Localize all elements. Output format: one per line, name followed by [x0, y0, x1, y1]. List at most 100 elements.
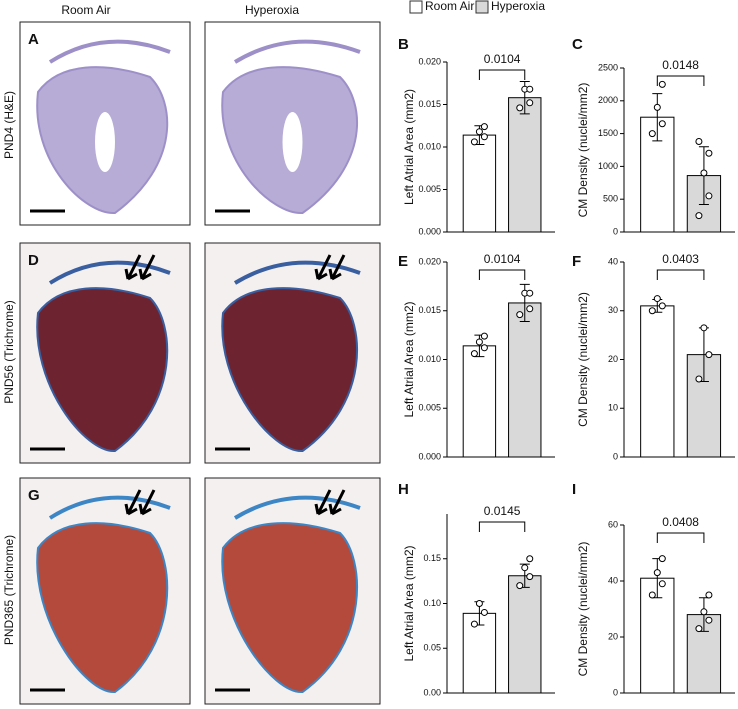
y-axis-label: CM Density (nuclei/mm2)	[576, 542, 590, 677]
y-tick-label: 0.020	[418, 256, 441, 266]
data-point	[700, 324, 708, 332]
data-point	[705, 591, 713, 599]
p-value: 0.0104	[484, 252, 521, 266]
error-bar	[652, 93, 663, 142]
data-point	[521, 564, 529, 572]
y-tick-label: 0.05	[423, 643, 441, 653]
column-header: Hyperoxia	[245, 3, 299, 17]
y-tick-label: 0.000	[418, 226, 441, 236]
p-value: 0.0148	[662, 58, 699, 72]
y-tick-label: 0.015	[418, 99, 441, 109]
y-tick-label: 0	[613, 226, 618, 236]
atrium	[233, 495, 361, 520]
bar	[640, 305, 675, 458]
arrow	[138, 254, 156, 281]
significance-bracket	[656, 269, 705, 280]
data-point	[516, 104, 524, 112]
data-point	[648, 307, 656, 315]
data-point	[695, 137, 703, 145]
atrium	[233, 260, 361, 285]
y-tick-label: 1000	[598, 161, 618, 171]
data-point	[475, 338, 483, 346]
panel-letter: I	[572, 481, 576, 498]
lumen	[95, 112, 115, 172]
y-tick-label: 2000	[598, 95, 618, 105]
significance-bracket	[656, 75, 705, 86]
y-tick-label: 0.10	[423, 598, 441, 608]
lumen	[282, 112, 303, 172]
arrow	[314, 254, 332, 281]
y-axis-label: Left Atrial Area (mm2)	[402, 89, 416, 205]
data-point	[526, 289, 534, 297]
significance-bracket	[478, 269, 526, 280]
y-tick-label: 0.005	[418, 184, 441, 194]
significance-bracket	[478, 521, 526, 532]
y-axis-label: CM Density (nuclei/mm2)	[576, 83, 590, 218]
row-label: PND56 (Trichrome)	[2, 300, 16, 404]
data-point	[705, 351, 713, 359]
y-axis-label: Left Atrial Area (mm2)	[402, 545, 416, 661]
arrow	[328, 254, 346, 281]
heart-section	[36, 287, 169, 453]
data-point	[480, 332, 488, 340]
panel-letter: D	[28, 252, 39, 269]
atrium	[48, 39, 171, 64]
data-point	[658, 555, 666, 563]
y-tick-label: 500	[603, 194, 618, 204]
legend-label: Room Air	[425, 0, 474, 13]
y-tick-label: 0.010	[418, 141, 441, 151]
y-tick-label: 0.010	[418, 354, 441, 364]
y-tick-label: 30	[608, 305, 618, 315]
panel-letter: A	[28, 31, 39, 48]
data-point	[475, 128, 483, 136]
heart-section	[221, 522, 359, 694]
data-point	[480, 133, 488, 141]
data-point	[653, 569, 661, 577]
data-point	[526, 85, 534, 93]
y-tick-label: 0.005	[418, 403, 441, 413]
arrow	[124, 254, 142, 281]
significance-bracket	[656, 532, 705, 543]
atrium	[233, 39, 361, 64]
panel-letter: B	[398, 36, 409, 53]
data-point	[658, 302, 666, 310]
data-point	[526, 305, 534, 313]
data-point	[480, 608, 488, 616]
bar	[462, 134, 497, 233]
y-tick-label: 10	[608, 403, 618, 413]
y-tick-label: 20	[608, 631, 618, 641]
bar	[508, 575, 542, 694]
legend-swatch	[409, 0, 423, 14]
y-axis-label: Left Atrial Area (mm2)	[402, 301, 416, 417]
data-point	[695, 625, 703, 633]
panel-letter: G	[28, 487, 40, 504]
data-point	[648, 591, 656, 599]
arrow	[138, 489, 156, 516]
data-point	[700, 608, 708, 616]
bar	[508, 97, 542, 233]
data-point	[470, 350, 478, 358]
data-point	[475, 600, 483, 607]
data-point	[705, 192, 713, 200]
data-point	[526, 99, 534, 107]
arrow	[328, 489, 346, 516]
data-point	[516, 582, 524, 590]
data-point	[526, 573, 534, 581]
y-tick-label: 0.000	[418, 451, 441, 461]
panel-letter: F	[572, 253, 581, 270]
heart-section	[36, 522, 169, 694]
p-value: 0.0145	[484, 504, 521, 518]
data-point	[658, 120, 666, 128]
y-tick-label: 20	[608, 354, 618, 364]
data-point	[658, 580, 666, 588]
significance-bracket	[478, 69, 526, 80]
y-tick-label: 0	[613, 451, 618, 461]
panel-letter: C	[572, 36, 583, 53]
data-point	[653, 295, 661, 303]
y-tick-label: 40	[608, 256, 618, 266]
bar	[508, 302, 542, 458]
y-tick-label: 0.00	[423, 687, 441, 697]
y-tick-label: 0.015	[418, 305, 441, 315]
panel-letter: E	[398, 253, 408, 270]
heart-section	[221, 287, 359, 453]
